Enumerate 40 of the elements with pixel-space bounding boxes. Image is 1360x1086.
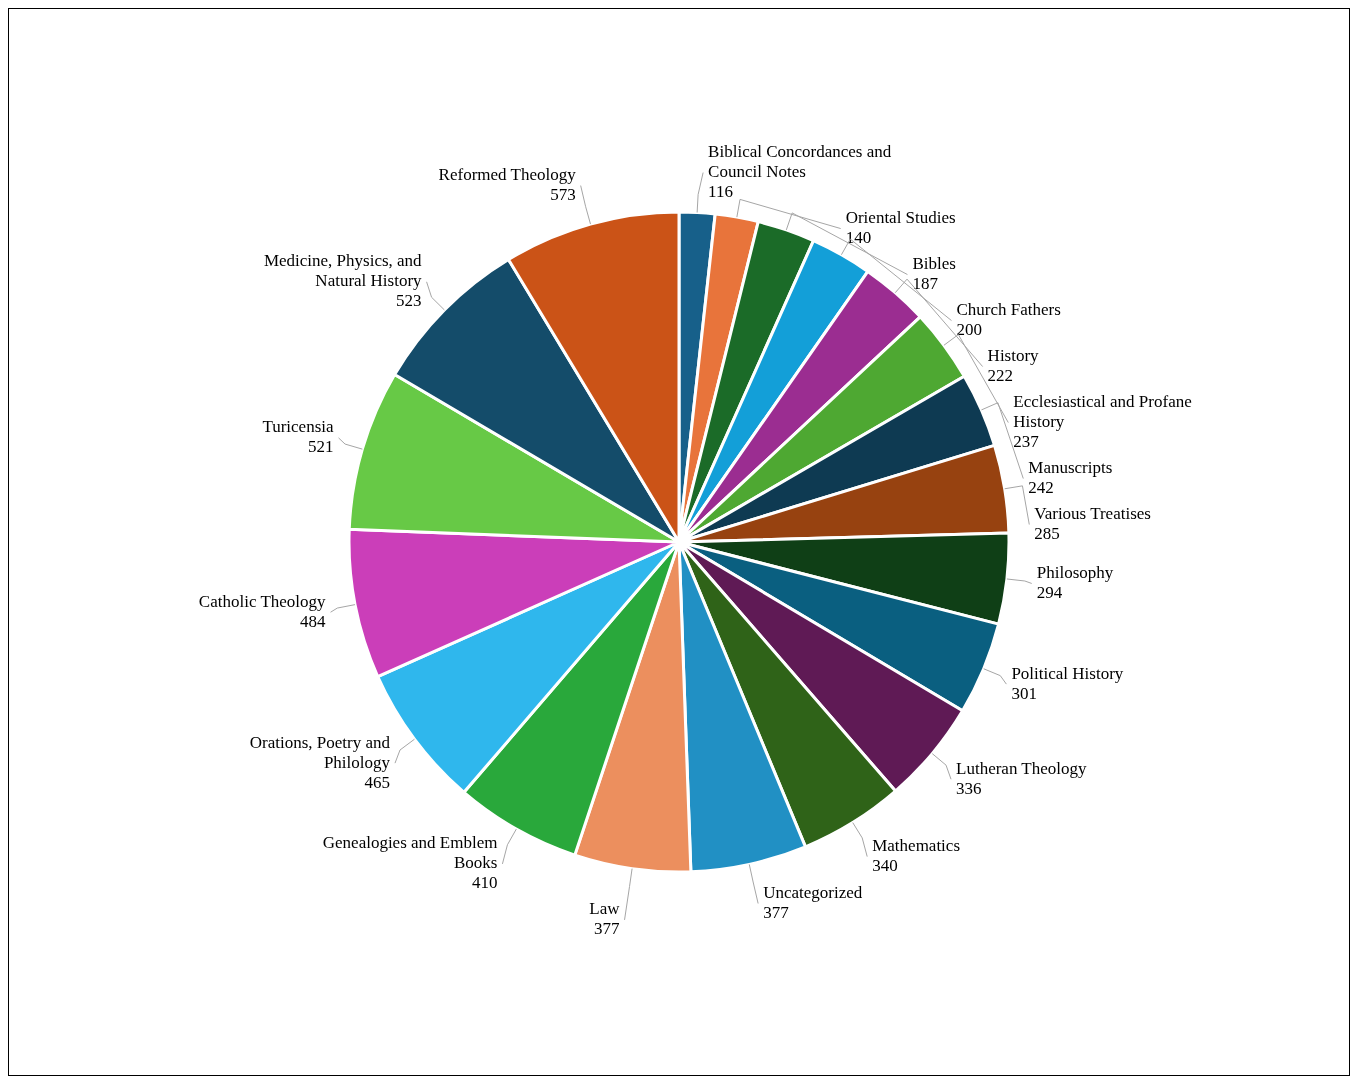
slice-label: Reformed Theology — [438, 165, 577, 185]
data-label: 187 — [912, 274, 939, 294]
data-label: 377 — [594, 919, 621, 939]
slice-label: Various Treatises — [1034, 504, 1151, 524]
data-label: 336 — [956, 778, 982, 798]
slice-label: Lutheran Theology — [956, 758, 1087, 778]
slice-label: Church Fathers — [956, 300, 1061, 320]
data-label: 301 — [1011, 683, 1037, 703]
slice-label: Law — [589, 899, 621, 919]
data-label: 222 — [987, 366, 1014, 386]
slice-label: Medicine, Physics, and Natural History — [263, 251, 423, 291]
data-label: 340 — [872, 856, 898, 876]
slice-label: Uncategorized — [763, 882, 863, 902]
data-label: 116 — [708, 182, 733, 202]
data-label: 294 — [1036, 582, 1063, 602]
slice-label: Catholic Theology — [198, 591, 327, 611]
data-label: 484 — [300, 611, 327, 631]
slice-label: Mathematics — [872, 836, 961, 856]
data-label: 140 — [845, 228, 872, 248]
slice-label: Political History — [1011, 663, 1124, 683]
data-label: 523 — [396, 291, 422, 311]
data-label: 242 — [1028, 478, 1054, 498]
slice-label: Turicensia — [262, 417, 334, 437]
slice-label: Biblical Concordances and Council Notes — [708, 142, 892, 182]
data-label: 200 — [956, 320, 982, 340]
data-label: 410 — [471, 873, 498, 893]
data-label: 377 — [763, 902, 790, 922]
slice-label: Philosophy — [1036, 562, 1114, 582]
slice-label: Bibles — [912, 254, 956, 274]
data-label: 465 — [364, 772, 390, 792]
data-label: 521 — [308, 437, 334, 457]
slice-label: Oriental Studies — [845, 208, 956, 228]
slice-label: Orations, Poetry and Philology — [249, 732, 391, 772]
data-label: 285 — [1034, 524, 1060, 544]
slice-label: Genealogies and Emblem Books — [322, 833, 498, 873]
data-label: 237 — [1013, 432, 1040, 452]
data-label: 573 — [550, 185, 576, 205]
slice-label: Ecclesiastical and Profane History — [1013, 392, 1192, 432]
slice-label: Manuscripts — [1028, 458, 1113, 478]
slice-label: History — [987, 346, 1040, 366]
